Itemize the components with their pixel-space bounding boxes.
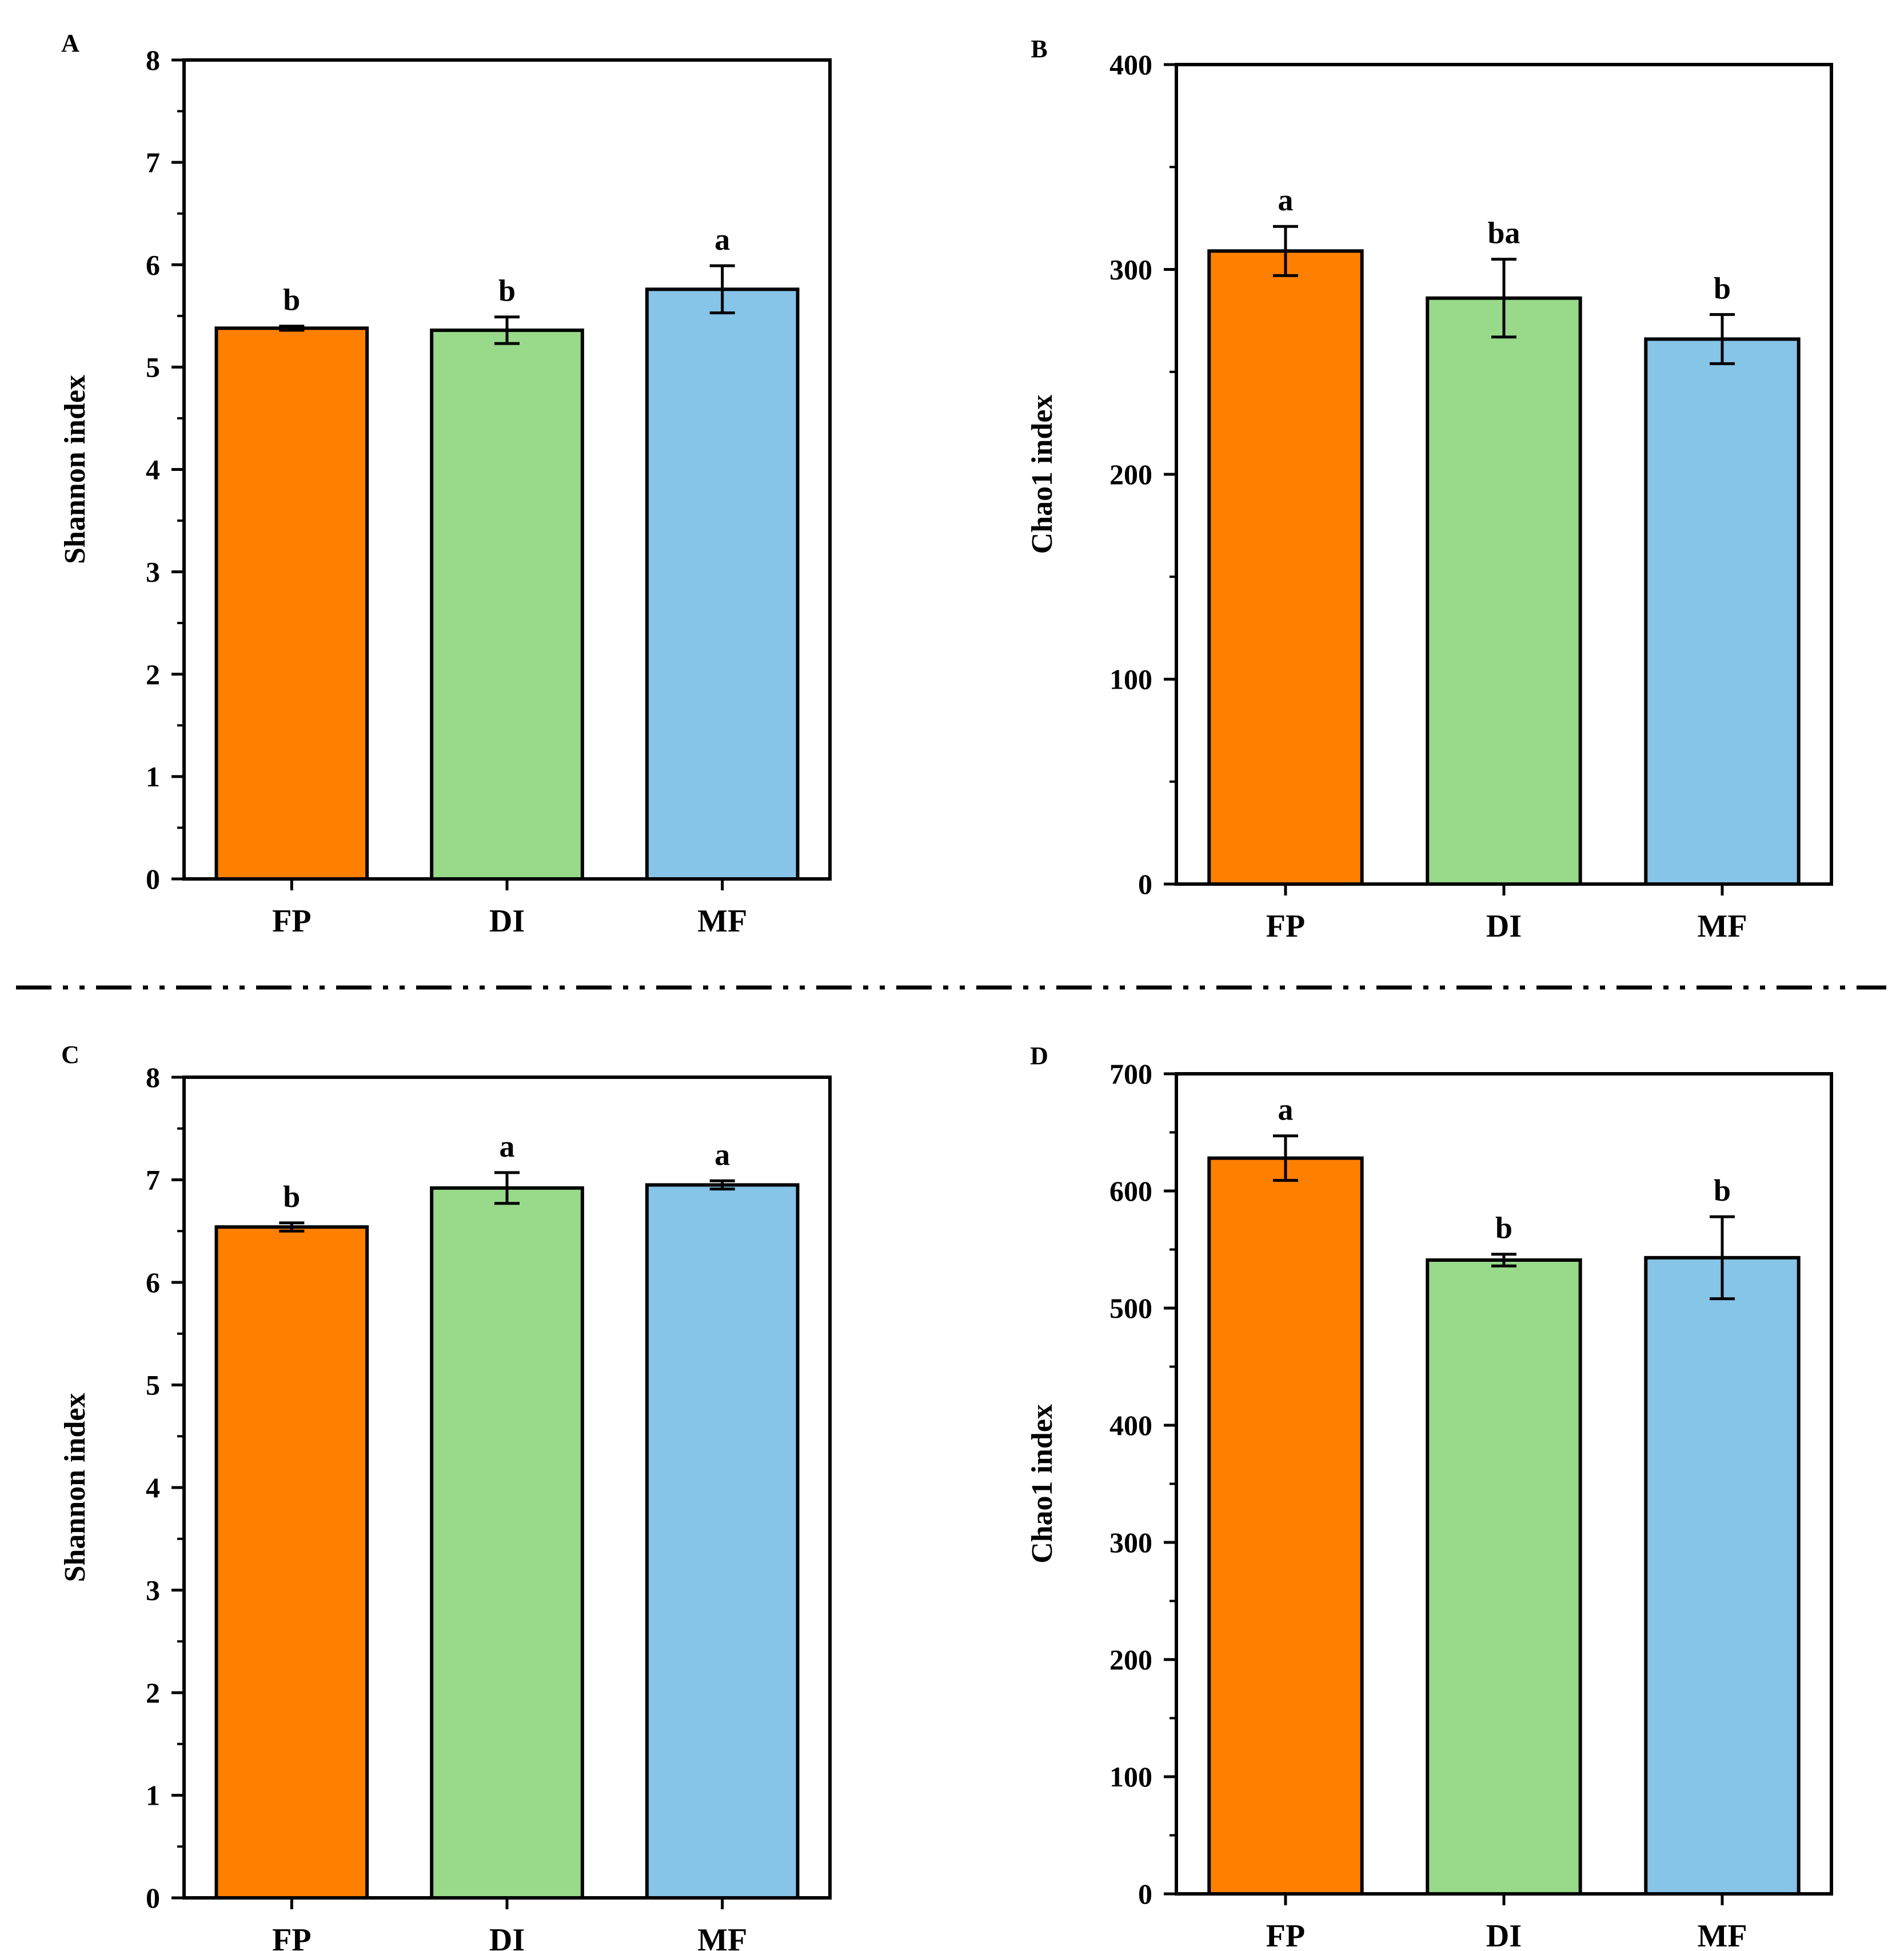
y-tick-label: 3 <box>146 556 160 588</box>
y-tick-label: 400 <box>1109 49 1152 81</box>
y-tick-label: 200 <box>1109 1644 1152 1676</box>
significance-label-di: b <box>1495 1211 1512 1245</box>
chart-panel-c: Cb FP a DI a MF 0 1 2 3 4 5 6 7 8 Shannon index <box>59 1041 832 1951</box>
significance-label-fp: a <box>1278 1093 1294 1127</box>
panel-label: C <box>61 1041 79 1069</box>
plot-frame <box>1175 1072 1833 1896</box>
x-tick-label-di: DI <box>489 903 525 939</box>
significance-label-mf: b <box>1714 1173 1731 1208</box>
y-tick-label: 0 <box>1138 868 1152 900</box>
significance-label-mf: b <box>1714 271 1731 305</box>
x-tick-label-di: DI <box>1486 909 1522 944</box>
y-tick-label: 100 <box>1109 1761 1152 1793</box>
y-tick-label: 200 <box>1109 458 1152 490</box>
y-tick-label: 300 <box>1109 254 1152 286</box>
significance-label-di: a <box>500 1129 515 1164</box>
y-tick-label: 5 <box>146 1369 160 1401</box>
y-tick-label: 7 <box>146 1164 160 1196</box>
bar-fp <box>214 1225 369 1900</box>
panel-label: A <box>61 29 79 57</box>
chart-panel-b: Ba FP ba DI b MF 0 100 200 300 400 Chao1 index <box>1026 35 1833 944</box>
y-tick-label: 3 <box>146 1574 160 1606</box>
y-axis-label: Chao1 index <box>1026 395 1059 554</box>
x-tick-label-di: DI <box>1486 1918 1522 1951</box>
x-tick-label-mf: MF <box>1697 1918 1747 1951</box>
bar-di <box>430 328 584 881</box>
x-tick-label-fp: FP <box>272 1922 311 1951</box>
y-tick-label: 0 <box>146 863 160 895</box>
y-tick-label: 100 <box>1109 663 1152 695</box>
x-tick-label-fp: FP <box>1266 909 1305 944</box>
chart-panel-a: Ab FP b DI a MF 0 1 2 3 4 5 6 7 8 Shannon index <box>59 29 832 939</box>
y-axis-label: Shannon index <box>59 1393 91 1582</box>
y-tick-label: 400 <box>1109 1409 1152 1441</box>
y-tick-label: 700 <box>1109 1058 1152 1090</box>
bar-di <box>430 1186 584 1900</box>
y-tick-label: 2 <box>146 1677 160 1709</box>
y-tick-label: 6 <box>146 1266 160 1298</box>
y-tick-label: 8 <box>146 1061 160 1093</box>
significance-label-fp: a <box>1278 183 1294 217</box>
panel-label: B <box>1031 35 1047 63</box>
bar-fp <box>1207 249 1364 886</box>
y-tick-label: 5 <box>146 351 160 383</box>
bar-mf <box>1644 1256 1801 1896</box>
y-tick-label: 4 <box>146 1472 160 1504</box>
bar-fp <box>214 326 369 881</box>
bar-mf <box>1644 337 1801 886</box>
x-tick-label-fp: FP <box>1266 1918 1305 1951</box>
y-tick-label: 8 <box>146 44 160 76</box>
significance-label-di: b <box>498 274 516 308</box>
significance-label-mf: a <box>715 222 730 257</box>
y-tick-label: 300 <box>1109 1526 1152 1558</box>
plot-frame <box>182 1076 832 1900</box>
x-tick-label-mf: MF <box>1697 909 1747 944</box>
x-tick-label-mf: MF <box>697 1922 747 1951</box>
y-tick-label: 2 <box>146 658 160 690</box>
bar-di <box>1426 296 1582 886</box>
y-axis-label: Shannon index <box>59 375 91 564</box>
y-tick-label: 600 <box>1109 1175 1152 1207</box>
significance-label-di: ba <box>1487 216 1520 250</box>
y-tick-label: 1 <box>146 1780 160 1812</box>
plot-frame <box>1175 63 1833 886</box>
significance-label-mf: a <box>715 1137 730 1172</box>
y-tick-label: 4 <box>146 454 160 486</box>
bar-fp <box>1207 1156 1364 1896</box>
x-tick-label-di: DI <box>489 1922 525 1951</box>
x-tick-label-mf: MF <box>697 903 747 939</box>
panel-label: D <box>1030 1042 1048 1070</box>
y-tick-label: 6 <box>146 249 160 281</box>
x-tick-label-fp: FP <box>272 903 311 939</box>
y-tick-label: 500 <box>1109 1292 1152 1324</box>
bar-di <box>1426 1258 1582 1896</box>
bar-mf <box>645 1183 800 1900</box>
y-axis-label: Chao1 index <box>1026 1404 1059 1564</box>
y-tick-label: 0 <box>1138 1878 1152 1910</box>
plot-frame <box>182 58 832 881</box>
bar-mf <box>645 287 800 881</box>
chart-panel-d: Da FP b DI b MF 0 100 200 300 400 500 600 700 Chao1 in… <box>1026 1042 1833 1951</box>
significance-label-fp: b <box>283 1180 300 1214</box>
significance-label-fp: b <box>283 283 300 317</box>
y-tick-label: 0 <box>146 1882 160 1914</box>
y-tick-label: 1 <box>146 761 160 793</box>
y-tick-label: 7 <box>146 146 160 178</box>
